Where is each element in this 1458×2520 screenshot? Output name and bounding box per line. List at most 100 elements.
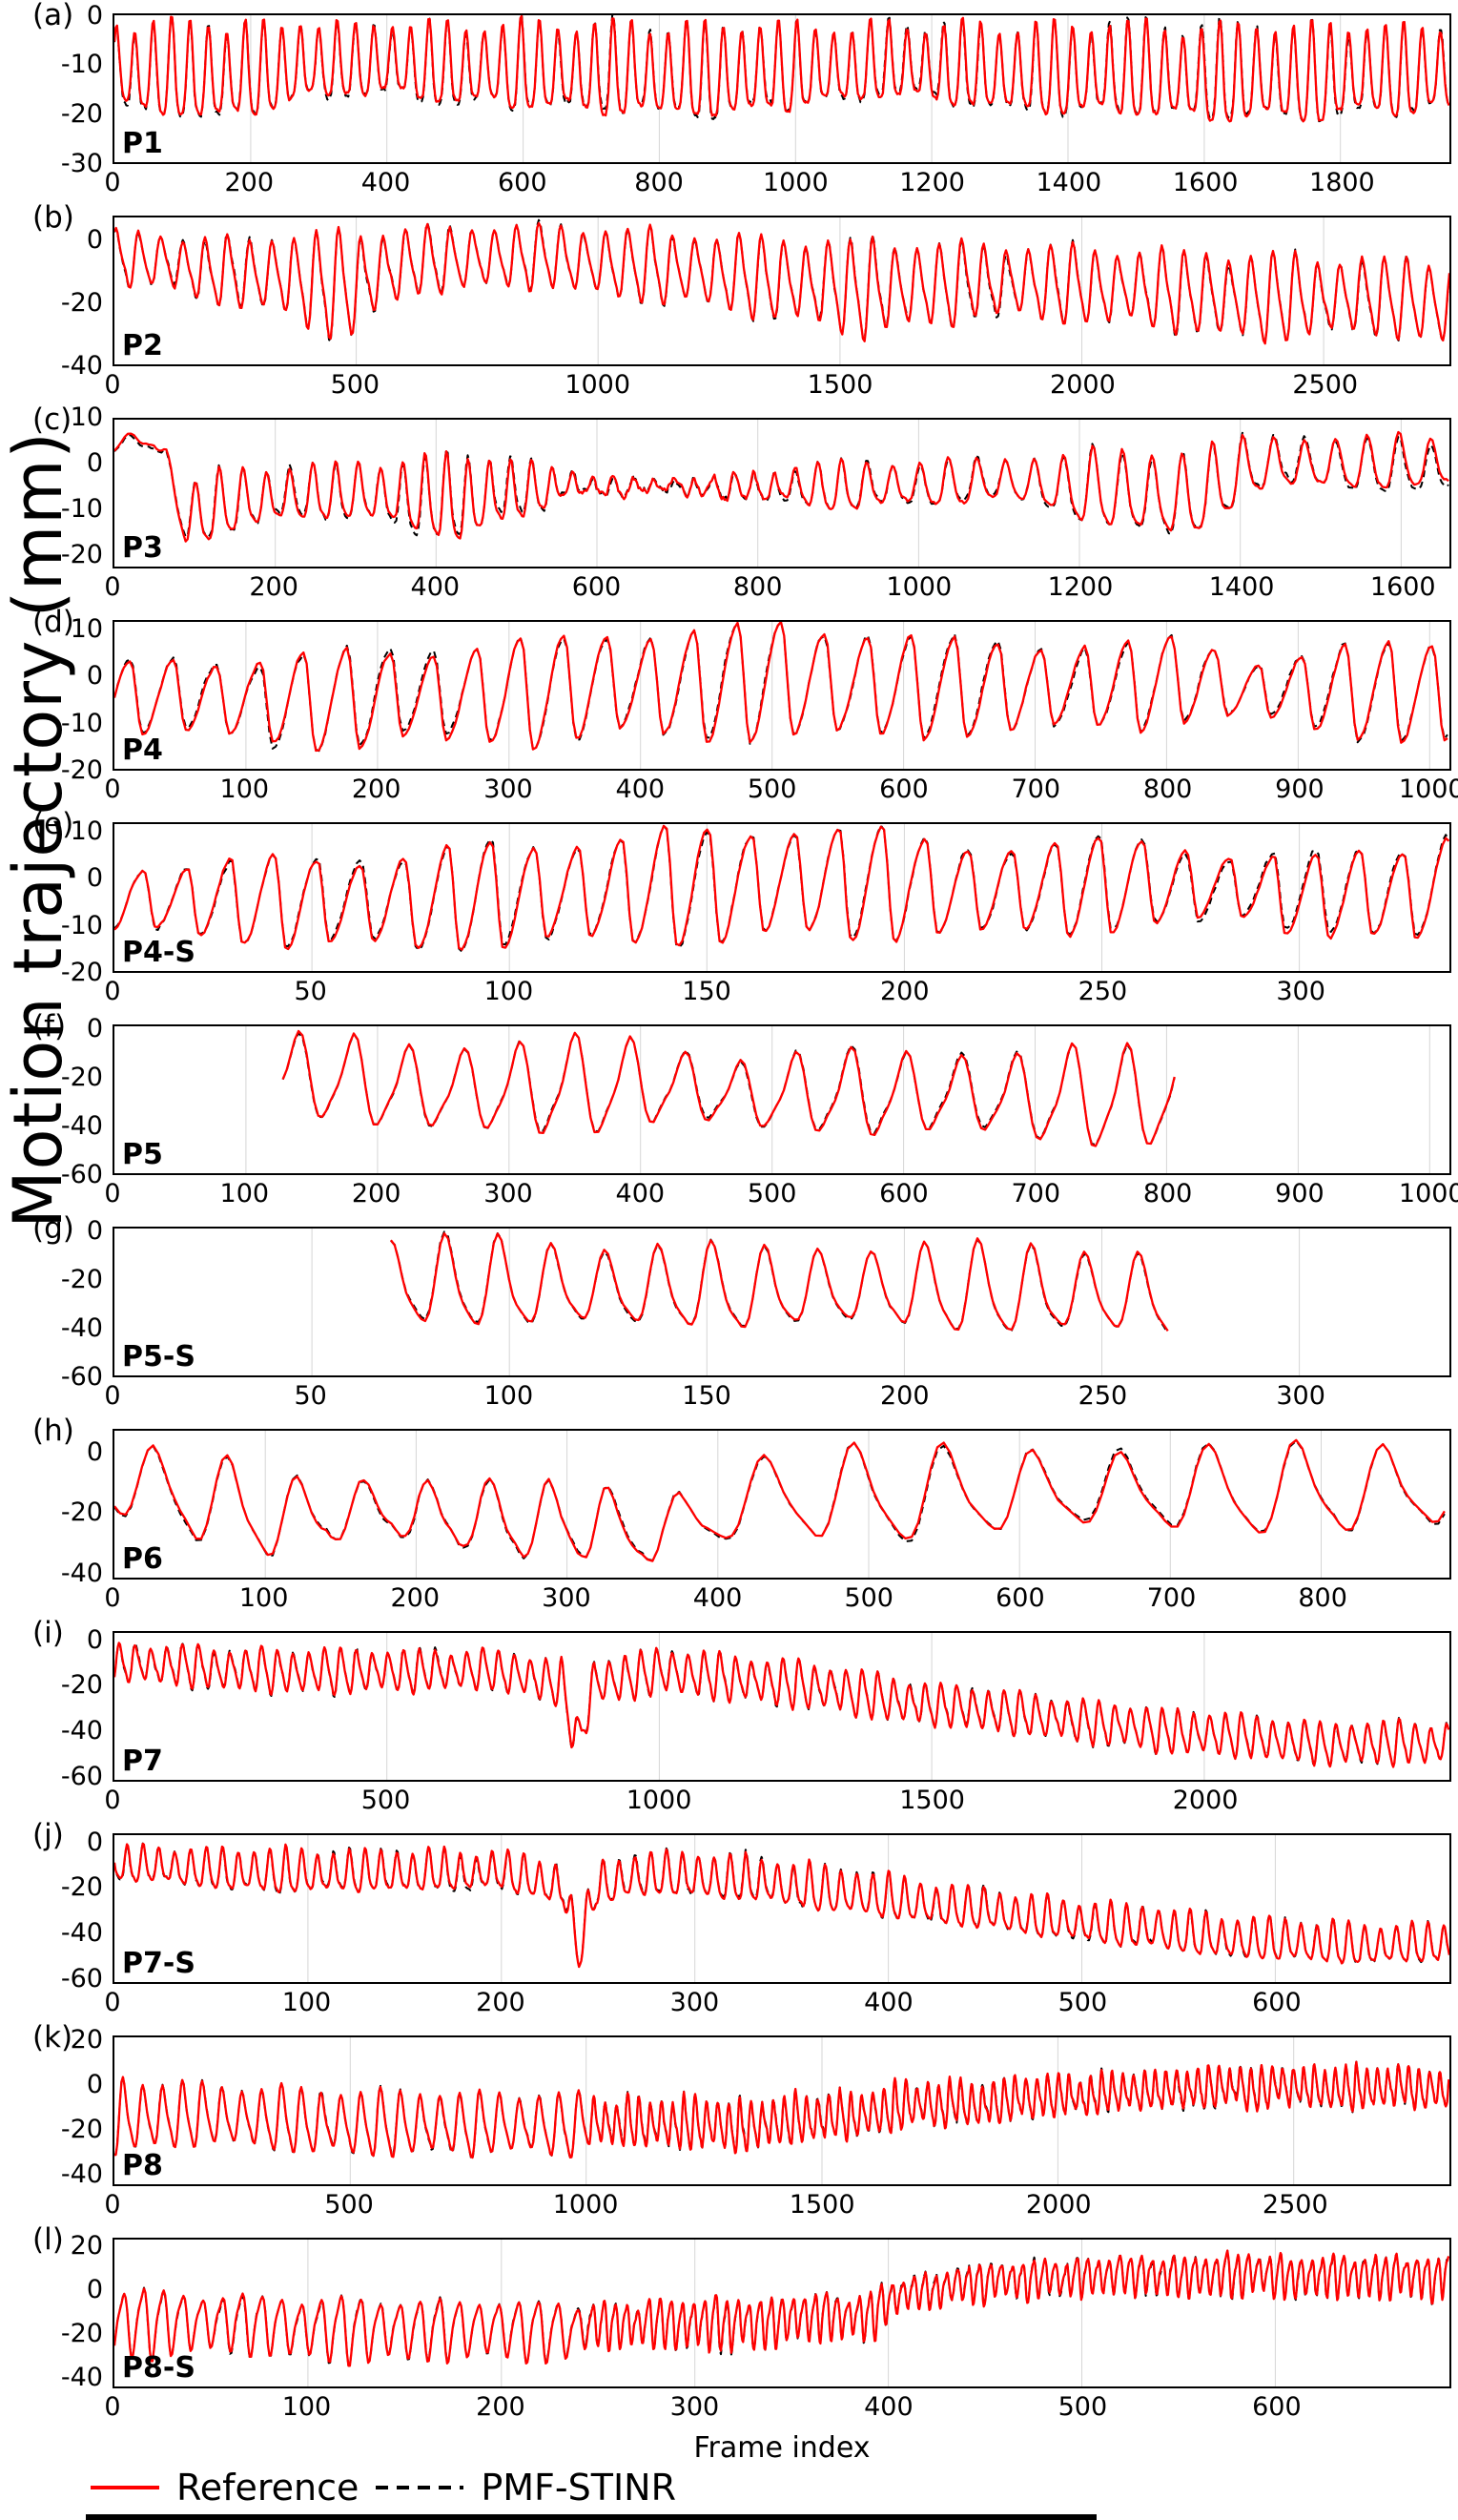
plot-svg (114, 2240, 1449, 2386)
y-tick-label: -40 (60, 351, 103, 381)
pmf-stinr-line-sample (376, 2486, 464, 2489)
plot-area: P5-S (113, 1227, 1451, 1377)
y-tick-label: 0 (86, 1827, 103, 1857)
x-tick-label: 300 (1276, 977, 1325, 1006)
panel-label: P7 (122, 1745, 163, 1778)
x-tick-label: 100 (483, 1381, 534, 1411)
x-tick-label: 300 (669, 2392, 720, 2422)
panel-a: (a) 0 -10 -20 -30 0 200 400 600 800 1000 1200 1400 16… (0, 0, 1458, 206)
series-pmf-stinr (114, 431, 1449, 538)
y-tick-label: -20 (60, 1265, 103, 1295)
y-tick-label: 20 (70, 2024, 103, 2055)
y-tick-label: 0 (86, 225, 103, 256)
y-tick-label: -40 (60, 1558, 103, 1588)
series-reference (114, 430, 1449, 543)
x-tick-label: 400 (360, 168, 411, 197)
x-tick-label: 500 (1058, 1988, 1108, 2017)
y-tick-label: 0 (86, 447, 103, 478)
x-tick-label: 200 (351, 775, 401, 804)
plot-area: P8 (113, 2035, 1451, 2186)
x-tick-label: 2000 (1025, 2190, 1092, 2220)
series-reference (114, 622, 1448, 753)
y-tick-label: -20 (60, 288, 103, 319)
y-tick-label: -20 (60, 1872, 103, 1903)
y-tick-label: 0 (86, 0, 103, 31)
x-tick-label: 700 (1011, 775, 1061, 804)
y-tick-label: -20 (60, 1670, 103, 1701)
x-tick-label: 300 (542, 1583, 591, 1613)
panel-letter: (c) (32, 403, 72, 437)
x-tick-label: 200 (249, 572, 298, 602)
x-tick-label: 500 (747, 775, 797, 804)
x-tick-label: 800 (634, 168, 684, 197)
x-tick-label: 200 (390, 1583, 441, 1613)
x-tick-label: 0 (104, 370, 121, 400)
x-tick-label: 0 (104, 977, 121, 1006)
x-tick-label: 100 (281, 1988, 332, 2017)
x-tick-label: 50 (294, 1381, 327, 1411)
series-reference (389, 1231, 1169, 1332)
x-tick-label: 100 (219, 775, 270, 804)
x-tick-label: 2000 (1050, 370, 1116, 400)
x-tick-label: 1500 (789, 2190, 855, 2220)
plot-svg (114, 1431, 1446, 1578)
legend: Reference PMF-STINR (91, 2467, 676, 2509)
x-tick-label: 900 (1275, 775, 1325, 804)
x-tick-label: 1600 (1172, 168, 1239, 197)
x-tick-label: 250 (1078, 977, 1128, 1006)
panel-letter: (g) (32, 1211, 74, 1246)
plot-svg (245, 1026, 1430, 1173)
series-pmf-stinr (114, 1439, 1446, 1561)
y-tick-label: 20 (70, 2231, 103, 2262)
series-reference (114, 15, 1449, 123)
x-tick-label: 1600 (1369, 572, 1436, 602)
x-tick-label: 900 (1275, 1179, 1325, 1208)
panel-g: (g) 0 -20 -40 -60 0 50 100 150 200 250 300 P5-S (0, 1211, 1458, 1419)
series-reference (114, 1642, 1449, 1768)
panel-label: P7-S (122, 1947, 195, 1980)
plot-svg (114, 2037, 1449, 2184)
panel-label: P8-S (122, 2351, 195, 2385)
x-tick-label: 1500 (899, 1786, 965, 1815)
y-tick-label: -40 (60, 2362, 103, 2392)
x-tick-label: 1400 (1208, 572, 1275, 602)
x-tick-label: 50 (294, 977, 327, 1006)
x-tick-label: 700 (1011, 1179, 1061, 1208)
plot-area: P3 (113, 418, 1451, 568)
x-tick-label: 0 (104, 1786, 121, 1815)
x-tick-label: 400 (410, 572, 461, 602)
x-tick-label: 100 (281, 2392, 332, 2422)
x-tick-label: 800 (732, 572, 783, 602)
panel-e: (e) 10 0 -10 -20 0 50 100 150 200 250 300 P4-S (0, 807, 1458, 1015)
panels: (a) 0 -10 -20 -30 0 200 400 600 800 1000 1200 1400 16… (0, 0, 1458, 2430)
panel-label: P4 (122, 733, 163, 767)
panel-label: P2 (122, 329, 163, 362)
panel-label: P1 (122, 127, 163, 160)
y-tick-label: -40 (60, 1918, 103, 1949)
y-tick-label: -10 (60, 50, 103, 80)
x-tick-label: 1200 (899, 168, 965, 197)
panel-label: P4-S (122, 936, 195, 969)
panel-letter: (j) (32, 1818, 64, 1852)
plot-area: P7 (113, 1631, 1451, 1782)
series-pmf-stinr (114, 622, 1448, 753)
x-tick-label: 0 (104, 1179, 121, 1208)
x-tick-label: 400 (615, 775, 666, 804)
x-tick-label: 700 (1146, 1583, 1197, 1613)
x-tick-label: 1000 (1398, 775, 1458, 804)
panel-label: P6 (122, 1542, 163, 1576)
plot-area: P8-S (113, 2238, 1451, 2388)
panel-c: (c) 10 0 -10 -20 0 200 400 600 800 1000 1200 1400 160… (0, 403, 1458, 610)
x-tick-label: 1000 (1398, 1179, 1458, 1208)
series-reference (114, 2249, 1449, 2367)
x-tick-label: 0 (104, 1583, 121, 1613)
plot-svg (114, 15, 1449, 162)
panel-letter: (h) (32, 1414, 74, 1448)
panel-label: P8 (122, 2149, 163, 2182)
panel-i: (i) 0 -20 -40 -60 0 500 1000 1500 2000 P7 (0, 1616, 1458, 1824)
reference-line-sample (91, 2486, 159, 2489)
x-tick-label: 200 (476, 1988, 525, 2017)
x-tick-label: 0 (104, 2392, 121, 2422)
x-tick-label: 600 (571, 572, 622, 602)
plot-svg (311, 1229, 1301, 1375)
